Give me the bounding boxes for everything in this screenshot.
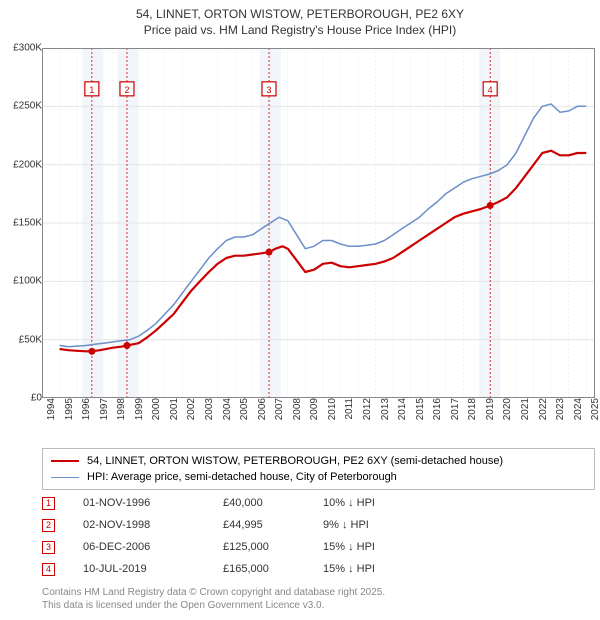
x-tick-label: 1997 <box>99 398 110 438</box>
sales-row: 3 06-DEC-2006£125,00015% ↓ HPI <box>42 536 443 558</box>
legend-row: 54, LINNET, ORTON WISTOW, PETERBOROUGH, … <box>51 453 586 469</box>
legend-row: HPI: Average price, semi-detached house,… <box>51 469 586 485</box>
sale-marker-icon: 4 <box>42 563 55 576</box>
sales-row: 2 02-NOV-1998£44,9959% ↓ HPI <box>42 514 443 536</box>
sale-price: £40,000 <box>223 497 323 509</box>
x-tick-label: 2021 <box>520 398 531 438</box>
x-tick-label: 2017 <box>450 398 461 438</box>
x-tick-label: 2014 <box>397 398 408 438</box>
x-tick-label: 2009 <box>309 398 320 438</box>
sale-date: 10-JUL-2019 <box>83 563 223 575</box>
svg-text:3: 3 <box>266 85 271 95</box>
x-tick-label: 2012 <box>362 398 373 438</box>
sale-date: 01-NOV-1996 <box>83 497 223 509</box>
sale-marker-icon: 1 <box>42 497 55 510</box>
sale-pct-vs-hpi: 9% ↓ HPI <box>323 519 443 531</box>
sale-price: £165,000 <box>223 563 323 575</box>
x-tick-label: 2022 <box>538 398 549 438</box>
sale-price: £125,000 <box>223 541 323 553</box>
svg-text:1: 1 <box>89 85 94 95</box>
x-tick-label: 2006 <box>257 398 268 438</box>
x-tick-label: 2011 <box>344 398 355 438</box>
y-tick-label: £300K <box>2 43 42 54</box>
x-tick-label: 2004 <box>222 398 233 438</box>
x-tick-label: 2010 <box>327 398 338 438</box>
chart-area: 1 2 3 4 <box>42 48 595 398</box>
x-tick-label: 1995 <box>64 398 75 438</box>
sales-table: 1 01-NOV-1996£40,00010% ↓ HPI 2 02-NOV-1998… <box>42 492 443 580</box>
sales-row: 1 01-NOV-1996£40,00010% ↓ HPI <box>42 492 443 514</box>
sale-pct-vs-hpi: 15% ↓ HPI <box>323 541 443 553</box>
x-tick-label: 2008 <box>292 398 303 438</box>
x-tick-label: 2013 <box>380 398 391 438</box>
x-tick-label: 2019 <box>485 398 496 438</box>
sale-pct-vs-hpi: 10% ↓ HPI <box>323 497 443 509</box>
x-tick-label: 2020 <box>502 398 513 438</box>
y-tick-label: £0 <box>2 393 42 404</box>
chart-container: 54, LINNET, ORTON WISTOW, PETERBOROUGH, … <box>0 0 600 620</box>
x-tick-label: 2023 <box>555 398 566 438</box>
x-tick-label: 2024 <box>573 398 584 438</box>
svg-text:4: 4 <box>488 85 493 95</box>
sale-date: 02-NOV-1998 <box>83 519 223 531</box>
sale-marker-icon: 3 <box>42 541 55 554</box>
x-tick-label: 2000 <box>151 398 162 438</box>
sale-price: £44,995 <box>223 519 323 531</box>
y-tick-label: £250K <box>2 101 42 112</box>
sale-marker-icon: 2 <box>42 519 55 532</box>
x-tick-label: 1999 <box>134 398 145 438</box>
y-tick-label: £100K <box>2 276 42 287</box>
sale-date: 06-DEC-2006 <box>83 541 223 553</box>
footer-line-2: This data is licensed under the Open Gov… <box>42 599 385 612</box>
x-tick-label: 2005 <box>239 398 250 438</box>
y-tick-label: £150K <box>2 218 42 229</box>
x-tick-label: 1994 <box>46 398 57 438</box>
legend-swatch <box>51 460 79 462</box>
x-tick-label: 2025 <box>590 398 600 438</box>
x-tick-label: 2018 <box>467 398 478 438</box>
x-tick-label: 2001 <box>169 398 180 438</box>
y-tick-label: £200K <box>2 159 42 170</box>
svg-text:2: 2 <box>124 85 129 95</box>
legend-label: HPI: Average price, semi-detached house,… <box>87 471 397 483</box>
line-chart-svg: 1 2 3 4 <box>42 48 595 398</box>
x-tick-label: 2007 <box>274 398 285 438</box>
x-tick-label: 1996 <box>81 398 92 438</box>
x-tick-label: 1998 <box>116 398 127 438</box>
title-line-1: 54, LINNET, ORTON WISTOW, PETERBOROUGH, … <box>0 6 600 22</box>
x-tick-label: 2002 <box>186 398 197 438</box>
title-block: 54, LINNET, ORTON WISTOW, PETERBOROUGH, … <box>0 0 600 38</box>
footer-text: Contains HM Land Registry data © Crown c… <box>42 586 385 612</box>
x-tick-label: 2015 <box>415 398 426 438</box>
legend-swatch <box>51 477 79 478</box>
y-tick-label: £50K <box>2 334 42 345</box>
title-line-2: Price paid vs. HM Land Registry's House … <box>0 22 600 38</box>
footer-line-1: Contains HM Land Registry data © Crown c… <box>42 586 385 599</box>
x-tick-label: 2016 <box>432 398 443 438</box>
x-tick-label: 2003 <box>204 398 215 438</box>
sale-pct-vs-hpi: 15% ↓ HPI <box>323 563 443 575</box>
legend-box: 54, LINNET, ORTON WISTOW, PETERBOROUGH, … <box>42 448 595 490</box>
legend-label: 54, LINNET, ORTON WISTOW, PETERBOROUGH, … <box>87 455 503 467</box>
sales-row: 4 10-JUL-2019£165,00015% ↓ HPI <box>42 558 443 580</box>
